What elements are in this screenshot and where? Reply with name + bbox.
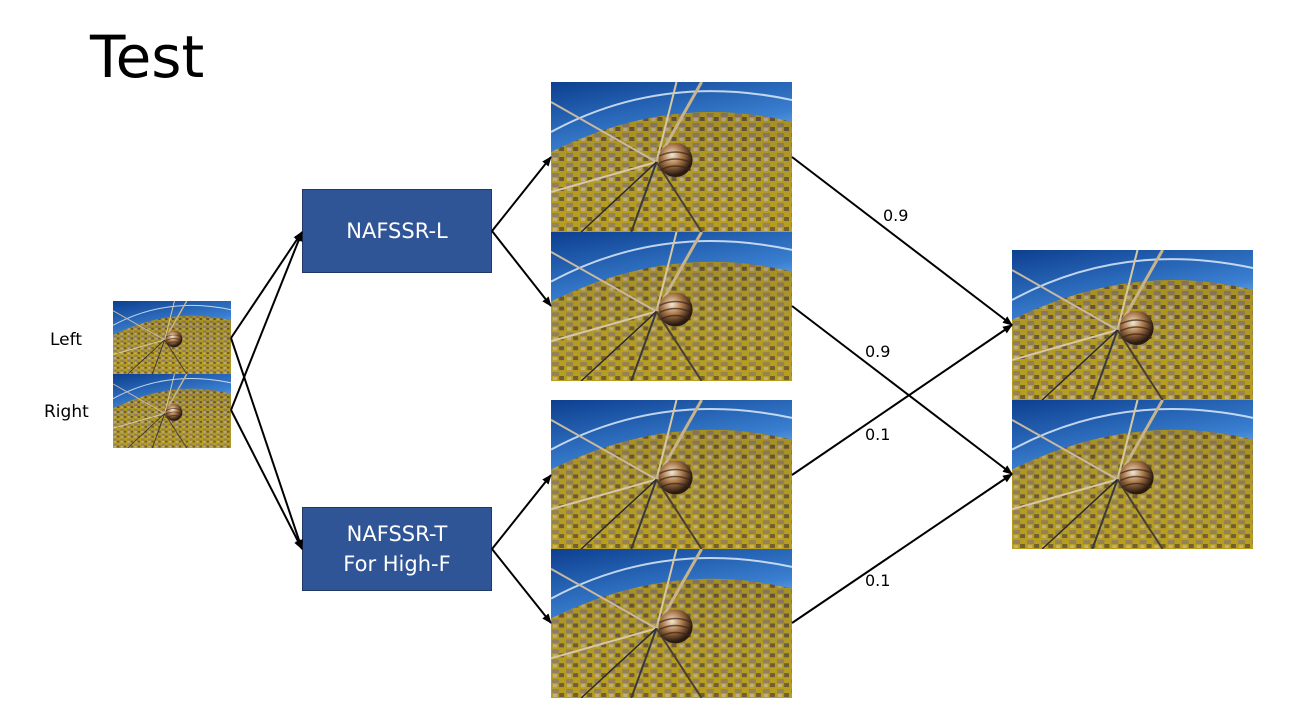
nafssr-t-sublabel: For High-F <box>343 552 451 576</box>
weight-t-right: 0.1 <box>865 571 891 590</box>
arrow-t1-to-final-left <box>791 324 1013 476</box>
arrow-t2-to-final-right <box>791 473 1013 624</box>
arrow-right-to-t <box>230 409 303 550</box>
slide-title: Test <box>90 23 205 91</box>
arrow-t-to-out1 <box>491 474 552 550</box>
left-view-label: Left <box>50 330 82 350</box>
weight-t-left: 0.1 <box>865 425 891 444</box>
arrow-right-to-l <box>230 231 303 411</box>
arrow-left-to-t <box>230 337 303 550</box>
nafssr-l-label: NAFSSR-L <box>346 219 448 243</box>
arrow-l-to-out1 <box>491 156 552 232</box>
nafssr-t-box: NAFSSR-T For High-F <box>302 507 492 591</box>
nafssr-t-label: NAFSSR-T <box>346 522 448 546</box>
right-view-label: Right <box>44 402 89 422</box>
weight-l-left: 0.9 <box>883 206 909 225</box>
weight-l-right: 0.9 <box>865 342 891 361</box>
arrow-t-to-out2 <box>491 548 552 624</box>
arrow-l-to-out2 <box>491 230 552 307</box>
arrow-l2-to-final-right <box>791 305 1013 475</box>
arrow-l1-to-final-left <box>791 156 1013 326</box>
nafssr-l-box: NAFSSR-L <box>302 189 492 273</box>
arrow-left-to-l <box>230 231 303 339</box>
